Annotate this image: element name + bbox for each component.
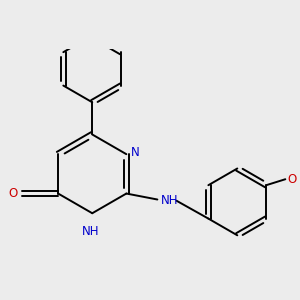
Text: NH: NH — [161, 194, 178, 207]
Text: O: O — [288, 173, 297, 186]
Text: N: N — [131, 146, 140, 160]
Text: NH: NH — [82, 225, 100, 238]
Text: O: O — [8, 187, 18, 200]
